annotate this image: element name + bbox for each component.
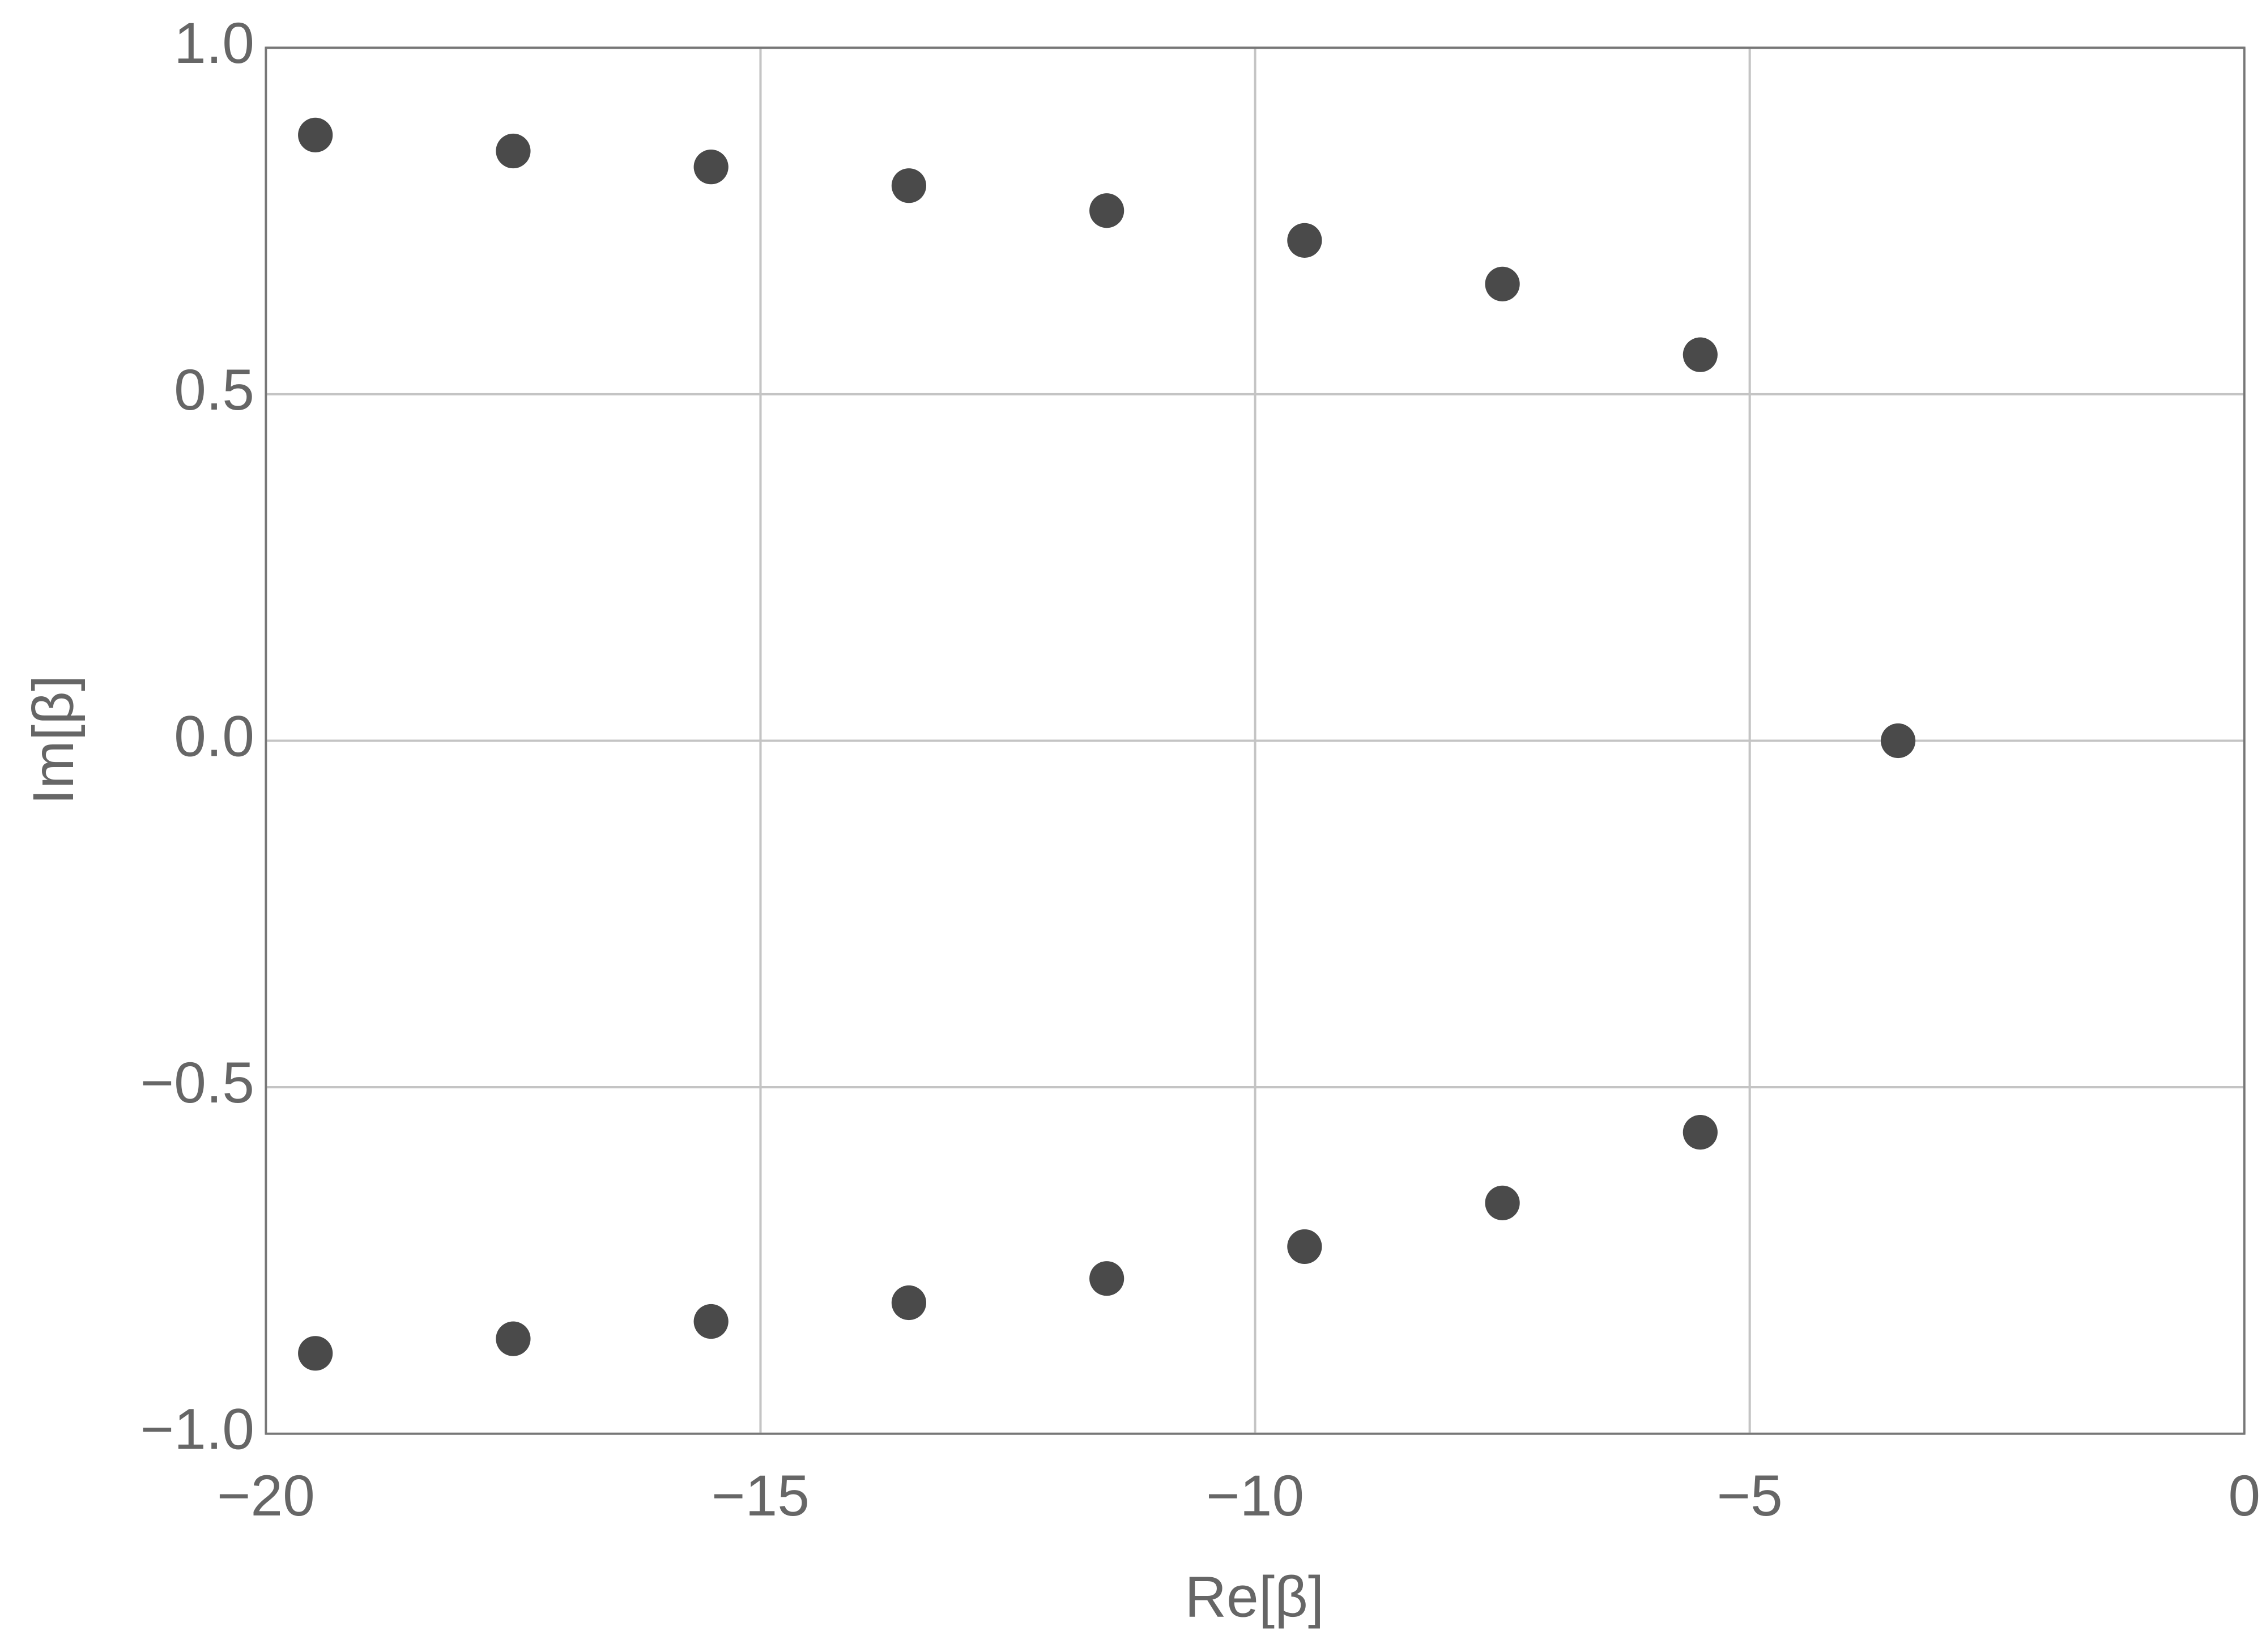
y-tick-label: −1.0 — [140, 1397, 254, 1462]
y-tick-label: −0.5 — [140, 1050, 254, 1115]
point — [891, 1285, 927, 1321]
point — [1880, 723, 1916, 759]
x-tick-label: −10 — [1206, 1463, 1304, 1528]
point — [1287, 1229, 1322, 1264]
x-tick-label: 0 — [2228, 1463, 2260, 1528]
x-tick-label: −20 — [217, 1463, 315, 1528]
point — [1089, 193, 1125, 228]
y-tick-label: 1.0 — [174, 11, 254, 75]
point — [298, 1336, 333, 1371]
point — [496, 133, 531, 169]
x-tick-label: −5 — [1716, 1463, 1782, 1528]
point — [693, 150, 729, 185]
point — [1089, 1261, 1125, 1296]
point — [891, 168, 927, 203]
point — [1287, 223, 1322, 258]
point — [1485, 266, 1520, 302]
y-tick-label: 0.5 — [174, 357, 254, 422]
point — [1683, 1114, 1718, 1150]
point — [298, 117, 333, 153]
point — [496, 1321, 531, 1356]
point — [1485, 1185, 1520, 1220]
x-tick-label: −15 — [712, 1463, 810, 1528]
y-axis-label: Im[β] — [21, 675, 86, 805]
plot-frame — [265, 46, 2246, 1435]
point — [1683, 337, 1718, 372]
y-tick-label: 0.0 — [174, 704, 254, 768]
x-axis-label: Re[β] — [1185, 1565, 1324, 1629]
point — [693, 1304, 729, 1339]
